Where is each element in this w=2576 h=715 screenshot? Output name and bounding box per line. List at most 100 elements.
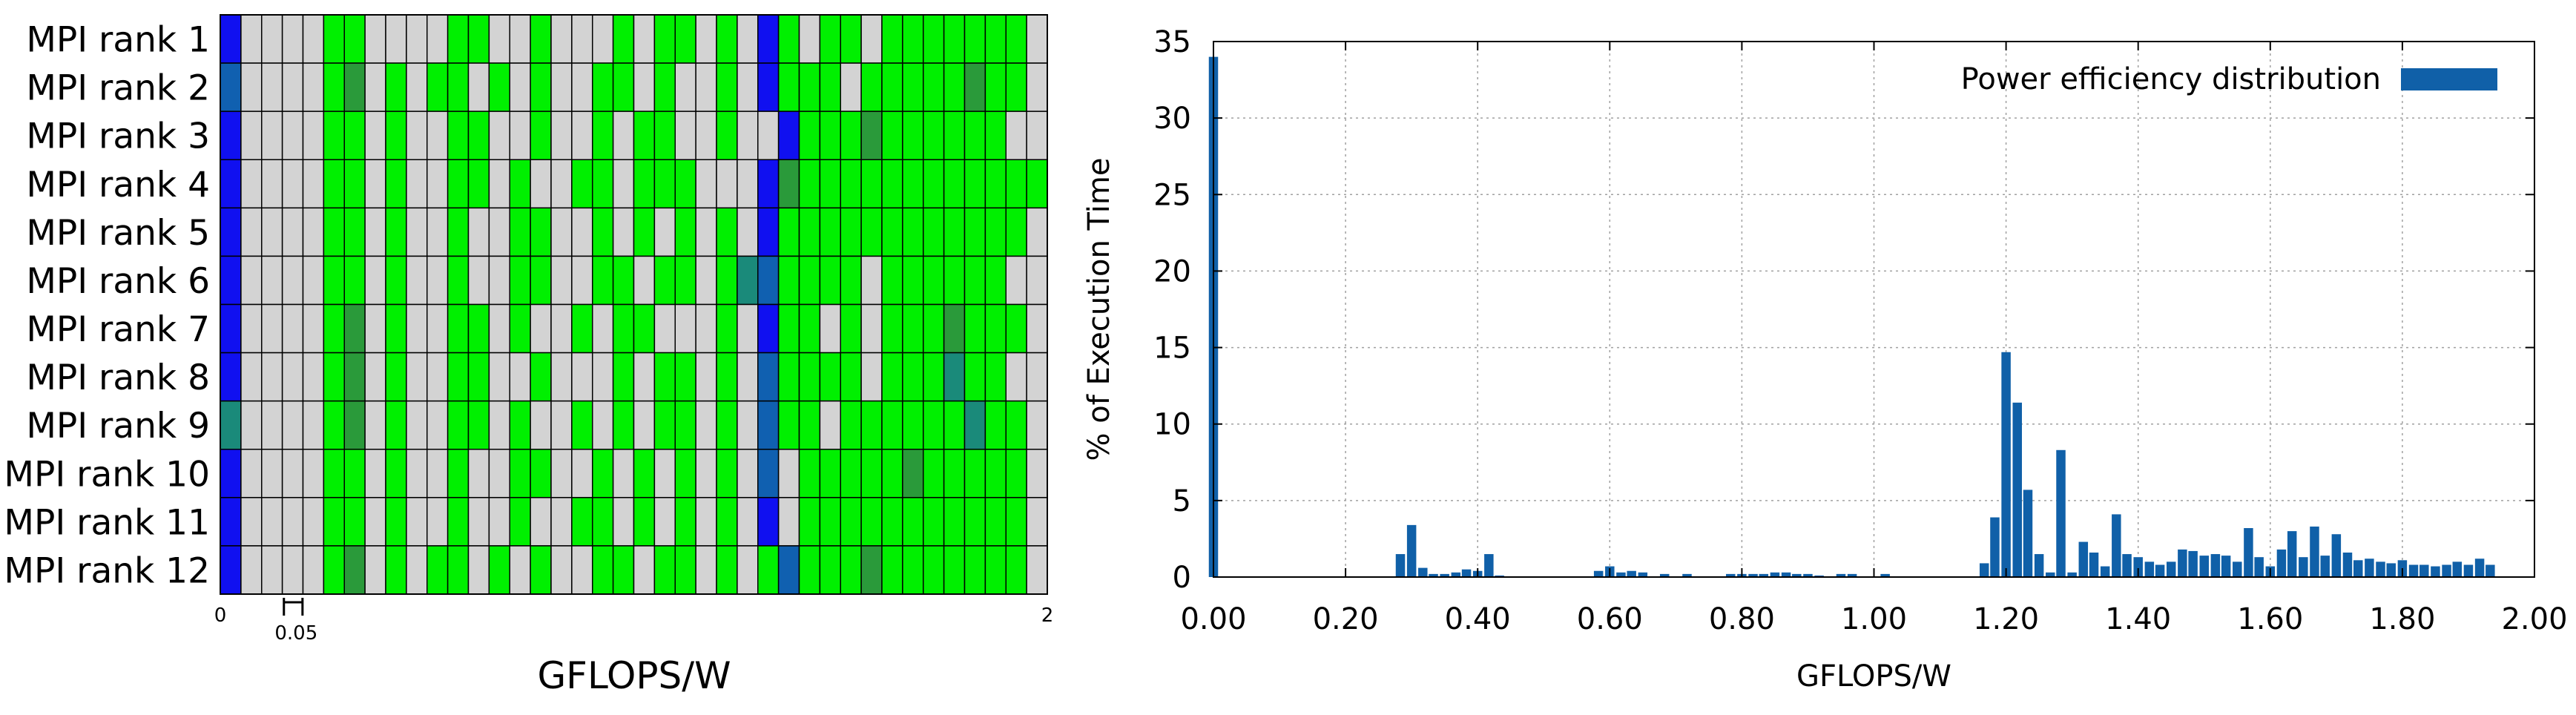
heatmap-cell [777, 497, 800, 547]
bar [1495, 575, 1504, 577]
heatmap-cell [509, 545, 531, 595]
heatmap-cell [240, 352, 263, 402]
heatmap-cell [674, 207, 696, 257]
heatmap-cell [757, 14, 780, 64]
heatmap-cell [488, 14, 510, 64]
heatmap-cell [984, 497, 1007, 547]
heatmap-cell [509, 159, 531, 209]
heatmap-cell [923, 352, 945, 402]
heatmap-cell [281, 62, 304, 112]
heatmap-cell [302, 400, 325, 450]
heatmap-cell [1005, 449, 1027, 498]
legend-swatch [2401, 68, 2497, 90]
heatmap-cell [240, 14, 263, 64]
heatmap-cell [323, 255, 345, 306]
heatmap-cell [860, 14, 883, 64]
heatmap-cell [923, 111, 945, 161]
heatmap-cell [1026, 207, 1048, 257]
heatmap-cell [943, 159, 966, 209]
heatmap-cell [302, 545, 325, 595]
heatmap-cell [261, 14, 283, 64]
heatmap-cell [674, 159, 696, 209]
heatmap-row-label: MPI rank 6 [26, 261, 210, 302]
bar [2299, 557, 2308, 577]
heatmap-cell [530, 111, 552, 161]
heatmap-tick-bin: 0.05 [274, 622, 317, 645]
heatmap-tick-start: 0 [214, 604, 227, 627]
x-tick-label: 0.60 [1577, 602, 1643, 636]
bar [2188, 550, 2198, 577]
heatmap-cell [385, 111, 407, 161]
heatmap-cell [467, 400, 490, 450]
bar [2419, 564, 2429, 577]
bin-width-marker [283, 598, 304, 616]
heatmap-cell [860, 545, 883, 595]
heatmap-row-label: MPI rank 8 [26, 358, 210, 398]
heatmap-cell [240, 255, 263, 306]
heatmap-cell [737, 352, 759, 402]
heatmap-cell [633, 14, 656, 64]
heatmap-cell [881, 255, 903, 306]
bar [2365, 559, 2374, 577]
heatmap-cell [1026, 449, 1048, 498]
heatmap-cell [695, 159, 717, 209]
heatmap-cell [302, 14, 325, 64]
heatmap-cell [447, 62, 470, 112]
heatmap-cell [819, 400, 841, 450]
bar [2474, 559, 2485, 577]
heatmap-cell [488, 497, 510, 547]
bar [1395, 554, 1406, 577]
bar [1770, 572, 1780, 577]
heatmap-cell [447, 111, 470, 161]
heatmap-cell [716, 14, 738, 64]
heatmap-cell [323, 207, 345, 257]
heatmap-cell [757, 449, 780, 498]
heatmap-cell [902, 255, 924, 306]
heatmap-cell [943, 400, 966, 450]
heatmap-cell [467, 159, 490, 209]
bar [2320, 556, 2330, 577]
heatmap-cell [447, 545, 470, 595]
heatmap-cell [923, 400, 945, 450]
heatmap-cell [963, 111, 986, 161]
bar [2012, 402, 2022, 577]
heatmap-cell [281, 497, 304, 547]
y-tick-label: 30 [1153, 102, 1191, 136]
x-tick-label: 1.60 [2237, 602, 2303, 636]
heatmap-cell [653, 449, 676, 498]
heatmap-cell [674, 255, 696, 306]
heatmap-cell [592, 207, 614, 257]
heatmap-cell [550, 62, 573, 112]
heatmap-cell [963, 400, 986, 450]
heatmap-cell [571, 449, 593, 498]
heatmap-cell [323, 111, 345, 161]
heatmap-cell [757, 62, 780, 112]
heatmap-cell [571, 14, 593, 64]
heatmap-cell [633, 497, 656, 547]
heatmap-cell [426, 497, 449, 547]
heatmap-cell [881, 62, 903, 112]
heatmap-cell [509, 14, 531, 64]
bar [2486, 564, 2495, 577]
heatmap-cell [323, 62, 345, 112]
bar [2078, 541, 2089, 577]
bar [2431, 566, 2440, 577]
heatmap-cell [716, 449, 738, 498]
heatmap-cell [220, 255, 242, 306]
heatmap-cell [902, 207, 924, 257]
heatmap-cell [550, 111, 573, 161]
y-tick-label: 10 [1153, 408, 1191, 442]
bar [1814, 575, 1824, 577]
heatmap-cell [633, 111, 656, 161]
heatmap-cell [757, 207, 780, 257]
heatmap-cell [984, 207, 1007, 257]
heatmap-cell [674, 352, 696, 402]
heatmap-cell [281, 159, 304, 209]
heatmap-cell [261, 207, 283, 257]
heatmap-tick-end: 2 [1041, 604, 1054, 627]
heatmap-cell [426, 159, 449, 209]
heatmap-cell [881, 545, 903, 595]
heatmap-cell [343, 545, 366, 595]
heatmap-cell [674, 497, 696, 547]
heatmap-cell [1005, 400, 1027, 450]
